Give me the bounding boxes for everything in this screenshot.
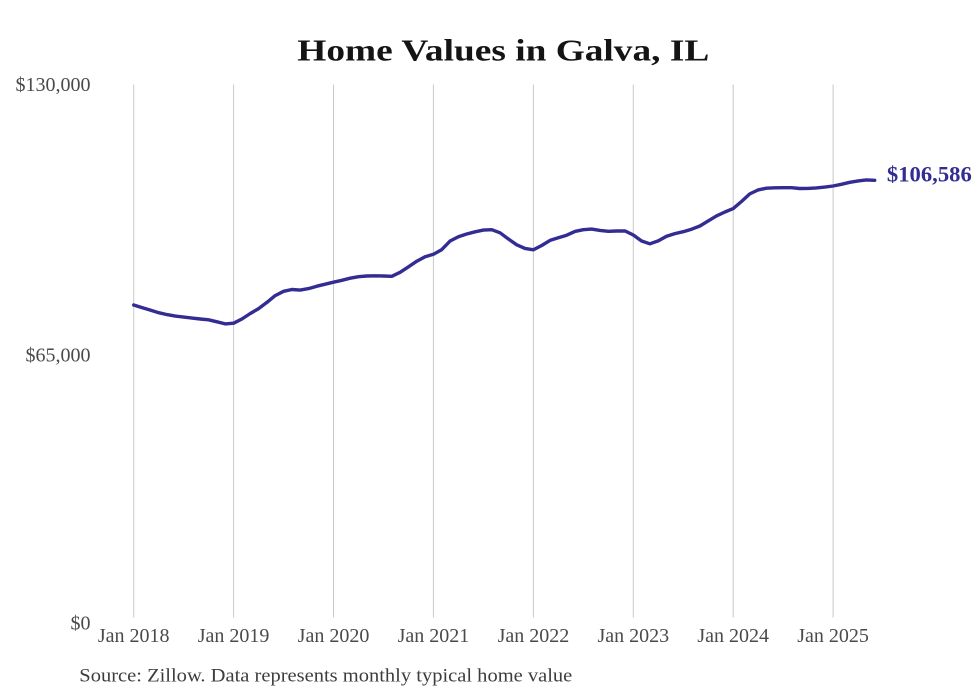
svg-text:Jan 2025: Jan 2025 bbox=[797, 625, 869, 647]
svg-text:$106,586: $106,586 bbox=[887, 162, 972, 187]
svg-text:Jan 2021: Jan 2021 bbox=[398, 625, 470, 647]
svg-text:Source: Zillow. Data represent: Source: Zillow. Data represents monthly … bbox=[79, 666, 572, 687]
svg-text:Jan 2024: Jan 2024 bbox=[697, 625, 769, 647]
svg-text:Jan 2020: Jan 2020 bbox=[298, 625, 370, 647]
svg-text:$130,000: $130,000 bbox=[16, 74, 91, 96]
svg-text:$0: $0 bbox=[71, 613, 91, 635]
svg-text:Jan 2022: Jan 2022 bbox=[498, 625, 570, 647]
svg-text:$65,000: $65,000 bbox=[26, 345, 91, 367]
svg-text:Jan 2018: Jan 2018 bbox=[98, 625, 170, 647]
svg-text:Jan 2023: Jan 2023 bbox=[597, 625, 669, 647]
svg-text:Home Values in Galva, IL: Home Values in Galva, IL bbox=[297, 32, 709, 67]
svg-text:Jan 2019: Jan 2019 bbox=[198, 625, 270, 647]
